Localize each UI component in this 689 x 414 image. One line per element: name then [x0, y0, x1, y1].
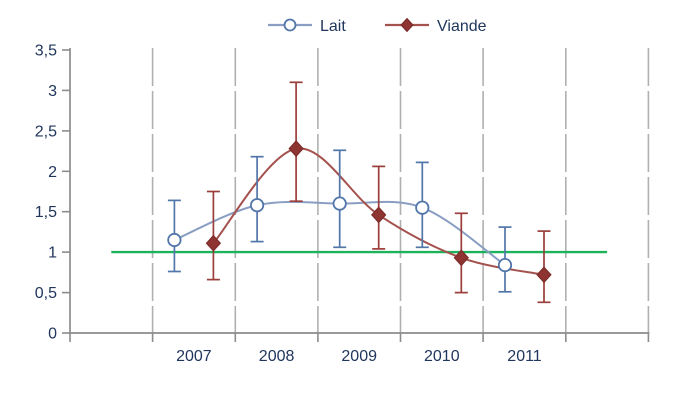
lait-marker-2011 [497, 257, 513, 273]
y-tick-label-3: 1,5 [35, 204, 57, 221]
x-tick-label-2: 2009 [341, 348, 377, 365]
y-tick-label-0: 0 [48, 326, 57, 343]
lait-marker-2008 [250, 198, 265, 213]
y-tick-label-1: 0,5 [35, 285, 57, 302]
x-tick-label-0: 2007 [176, 348, 212, 365]
x-tick-label-4: 2011 [507, 348, 542, 365]
x-tick-label-1: 2008 [259, 348, 295, 365]
lait-marker-2007 [167, 232, 182, 248]
legend-item-lait-marker-icon [283, 18, 297, 32]
legend-item-viande-label: Viande [437, 18, 487, 35]
viande-marker-2011 [536, 266, 552, 284]
viande-marker-2007 [205, 234, 222, 252]
legend-item-lait-label: Lait [320, 18, 346, 35]
x-tick-label-3: 2010 [424, 348, 460, 365]
lait-marker-2009 [332, 196, 347, 211]
y-tick-label-5: 2,5 [35, 123, 57, 140]
viande-marker-2010 [453, 249, 469, 267]
y-tick-label-7: 3,5 [35, 43, 57, 60]
viande-marker-2009 [371, 206, 387, 224]
lait-marker-2010 [415, 200, 430, 215]
viande-marker-2008 [288, 140, 304, 158]
y-tick-label-4: 2 [48, 164, 57, 181]
legend-item-viande-marker-icon [400, 17, 414, 33]
y-tick-label-2: 1 [48, 245, 57, 262]
y-tick-label-6: 3 [48, 83, 57, 100]
